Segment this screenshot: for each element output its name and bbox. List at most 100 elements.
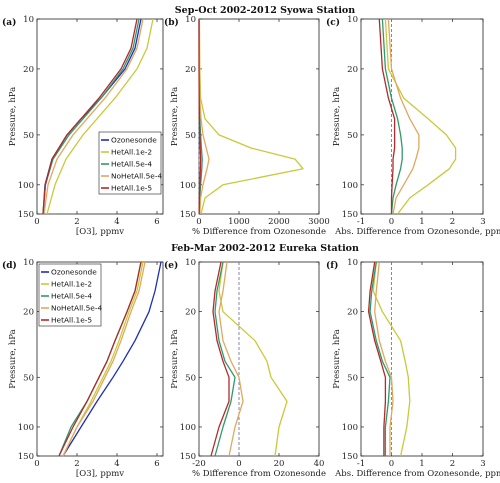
panel-e: 10 20 50 100 150 Pressure, hPa -20 0 20 40% Diffe…: [164, 258, 326, 479]
y-tick-label: 50: [185, 373, 196, 383]
axes-frame: [198, 261, 320, 457]
y-tick-label: 150: [18, 452, 34, 462]
y-tick-label: 100: [180, 181, 196, 191]
y-tick-label: 10: [23, 15, 34, 25]
y-tick-label: 100: [18, 423, 34, 433]
series-line-hetall-1e-2: [218, 261, 288, 457]
y-tick-label: 150: [342, 452, 358, 462]
x-tick-label: 1000: [228, 217, 250, 227]
x-axis-label: Abs. Difference from Ozonesonde, ppmv: [334, 469, 500, 479]
y-tick-label: 100: [342, 423, 358, 433]
row-title-syowa: Sep-Oct 2002-2012 Syowa Station: [175, 5, 355, 16]
legend-box: [38, 263, 102, 327]
panel-label: (f): [326, 260, 338, 271]
y-tick-label: 10: [185, 15, 196, 25]
y-tick-label: 100: [342, 181, 358, 191]
legend-entry: NoHetAll.5e-4: [51, 304, 102, 313]
legend-entry: NoHetAll.5e-4: [111, 172, 162, 181]
axes-frame: [198, 18, 320, 215]
y-tick-label: 20: [23, 65, 34, 75]
y-tick-label: 50: [185, 131, 196, 141]
y-tick-label: 100: [180, 423, 196, 433]
series-line-hetall-1e-5: [58, 261, 142, 457]
panel-label: (b): [164, 17, 179, 28]
x-tick-label: 0: [236, 459, 241, 469]
y-tick-label: 100: [18, 181, 34, 191]
series-line-hetall-5e-4: [214, 261, 236, 457]
x-tick-label: 6: [154, 459, 159, 469]
legend-entry: HetAll.1e-5: [51, 316, 92, 325]
x-axis-label: [O3], ppmv: [76, 227, 124, 237]
series-line-nohetall-5e-4: [62, 261, 146, 457]
x-tick-label: 3: [480, 459, 485, 469]
x-tick-label: 1: [419, 459, 424, 469]
y-tick-label: 150: [18, 210, 34, 220]
legend-entry: HetAll.1e-2: [111, 148, 152, 157]
legend: Ozonesonde HetAll.1e-2 HetAll.5e-4 NoHetAll…: [38, 263, 102, 327]
x-tick-label: 2: [74, 459, 79, 469]
x-tick-label: -20: [192, 459, 206, 469]
panel-label: (c): [326, 17, 340, 28]
series-line-hetall-1e-5: [198, 19, 202, 215]
panel-d: 10 20 50 100 150 Pressure, hPa 0 2 4 6 [O3], ppmv (…: [2, 258, 164, 479]
x-tick-label: 4: [114, 459, 119, 469]
legend-entry: Ozonesonde: [111, 136, 157, 145]
series-line-nohetall-5e-4: [218, 261, 244, 457]
y-axis-label: Pressure, hPa: [8, 329, 18, 388]
x-tick-label: 20: [274, 459, 285, 469]
y-axis-label: Pressure, hPa: [332, 329, 342, 388]
series-line-nohetall-5e-4: [387, 18, 420, 215]
x-tick-label: 3000: [308, 217, 330, 227]
x-tick-label: 40: [314, 459, 325, 469]
legend-entry: HetAll.1e-5: [111, 184, 152, 193]
y-axis-label: Pressure, hPa: [332, 87, 342, 146]
y-tick-label: 50: [23, 373, 34, 383]
y-tick-label: 50: [347, 373, 358, 383]
y-axis-label: Pressure, hPa: [8, 87, 18, 146]
y-tick-label: 150: [342, 210, 358, 220]
x-tick-label: 2: [450, 459, 455, 469]
legend-entry: Ozonesonde: [51, 268, 97, 277]
series-line-hetall-1e-5: [378, 18, 396, 214]
x-tick-label: 4: [114, 217, 119, 227]
legend-box: [98, 131, 162, 195]
series-line-nohetall-5e-4: [374, 261, 394, 456]
series-line-nohetall-5e-4: [43, 18, 144, 215]
x-axis-label: [O3], ppmv: [76, 469, 124, 479]
x-tick-label: -1: [357, 459, 365, 469]
axes-frame: [360, 261, 484, 457]
series-line-ozonesonde: [62, 261, 162, 457]
y-tick-label: 20: [347, 65, 358, 75]
y-tick-label: 10: [23, 258, 34, 268]
x-tick-label: 0: [196, 217, 201, 227]
x-tick-label: -1: [357, 217, 365, 227]
axes-frame: [360, 18, 484, 215]
x-tick-label: 1: [419, 217, 424, 227]
axes-frame: [36, 261, 164, 457]
legend-entry: HetAll.5e-4: [51, 292, 92, 301]
panel-label: (e): [164, 260, 178, 271]
legend-entry: HetAll.1e-2: [51, 280, 92, 289]
y-tick-label: 10: [347, 258, 358, 268]
y-tick-label: 20: [185, 308, 196, 318]
series-line-hetall-1e-2: [198, 18, 304, 215]
x-tick-label: 0: [389, 459, 394, 469]
x-axis-label: % Difference from Ozonesonde: [192, 227, 326, 237]
y-tick-label: 150: [180, 452, 196, 462]
panel-label: (d): [2, 260, 17, 271]
series-line-hetall-5e-4: [369, 261, 391, 456]
x-tick-label: 6: [154, 217, 159, 227]
legend: Ozonesonde HetAll.1e-2 HetAll.5e-4 NoHetAll…: [98, 131, 162, 195]
y-tick-label: 50: [347, 131, 358, 141]
panel-b: 10 20 50 100 150 Pressure, hPa 0 1000 2000 3000% …: [164, 15, 330, 237]
x-axis-label: % Difference from Ozonesonde: [192, 469, 326, 479]
y-axis-label: Pressure, hPa: [170, 87, 180, 146]
x-tick-label: 0: [34, 217, 39, 227]
x-tick-label: 0: [389, 217, 394, 227]
panel-label: (a): [2, 17, 16, 28]
x-tick-label: 0: [34, 459, 39, 469]
panel-a: 10 20 50 100 150 Pressure, hPa 0 2 4 6 [O3], ppmv (…: [2, 15, 164, 237]
